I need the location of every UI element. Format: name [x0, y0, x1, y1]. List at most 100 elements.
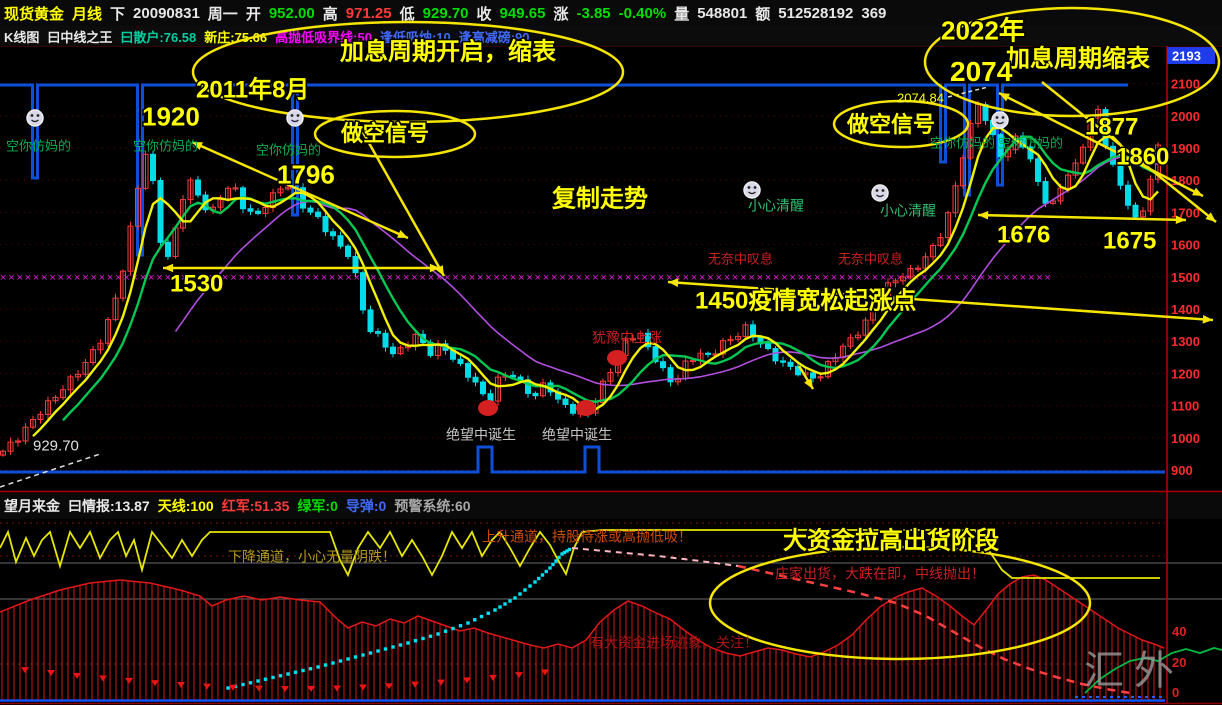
- axis-tick-label: 2000: [1171, 109, 1200, 124]
- annotation-label: 复制走势: [551, 186, 648, 213]
- sub-indicator-bar-item[interactable]: 天线:100: [157, 498, 214, 514]
- axis-tick-label: 1900: [1171, 141, 1200, 156]
- annotation-label: 2074: [950, 56, 1013, 87]
- annotation-ellipses: [191, 6, 1221, 661]
- candles-group: [0, 100, 1161, 457]
- axis-tick-label: 2100: [1171, 77, 1200, 92]
- axis-tick-label: 900: [1171, 463, 1193, 478]
- sub-indicator-bar-item[interactable]: 预警系统:60: [394, 498, 471, 514]
- title-bar-item: 929.70: [422, 4, 469, 22]
- indicator-bar: K线图 曰中线之王 曰散户:76.58 新庄:75.66 高抛低吸界线:50 逢低吸纳:1…: [0, 26, 1222, 47]
- blue-signal-lines: [0, 83, 1165, 474]
- annotation-label: 2011年8月: [196, 76, 309, 104]
- annotation-label: 庄家出货，大跌在即，中线抛出！: [775, 566, 985, 582]
- annotation-arrow: [191, 140, 409, 240]
- annotation-ellipse: [313, 109, 477, 159]
- sub-histogram: [0, 574, 1165, 700]
- annotation-label: 小心清醒: [748, 198, 804, 214]
- title-bar-item: -3.85: [576, 4, 611, 22]
- magenta-x-level-line: ××××××××××××××××××××××××××××××××××××××××…: [0, 272, 1053, 284]
- sub-indicator-bar-item[interactable]: 曰情报:13.87: [68, 498, 150, 514]
- indicator-bar-item[interactable]: 逢高减磅:90: [458, 29, 530, 45]
- title-bar-item: 971.25: [345, 4, 392, 22]
- annotation-label: 上升通道，持股待涨或高抛低吸！: [482, 529, 692, 545]
- annotation-label: 有大资金进场迹象，关注！: [590, 635, 758, 651]
- title-bar-item: 涨: [553, 5, 569, 23]
- sub-indicator-bar: 望月来金 曰情报:13.87 天线:100 红军:51.35 绿军:0 导弹:0 预警系统:…: [0, 493, 1222, 519]
- price-axis: 2100200019001800170016001500140013001200…: [1167, 47, 1215, 478]
- sub-axis-tick-label: 0: [1172, 685, 1179, 700]
- title-bar-item: 高: [322, 5, 338, 23]
- watermark: 汇外网: [1084, 649, 1184, 693]
- annotation-label: 做空信号: [846, 112, 935, 137]
- annotation-label: 大资金拉高出货阶段: [783, 527, 999, 555]
- axis-tick-label: 1300: [1171, 334, 1200, 349]
- annotation-label: 929.70: [33, 438, 79, 455]
- annotation-label: 1877: [1085, 114, 1138, 141]
- smiley-icon: [991, 111, 1009, 129]
- annotation-label: 1450疫情宽松起涨点: [695, 287, 916, 315]
- annotation-arrow: [354, 119, 446, 277]
- title-bar-item: 低: [399, 5, 415, 23]
- smiley-icon: [743, 181, 761, 199]
- axis-tick-label: 1000: [1171, 431, 1200, 446]
- title-bar-item: 下: [110, 5, 126, 23]
- annotation-ellipse: [708, 545, 1092, 661]
- sub-indicator-bar-item[interactable]: 望月来金: [4, 498, 60, 514]
- indicator-bar-item[interactable]: K线图: [4, 29, 40, 45]
- indicator-bar-item[interactable]: 新庄:75.66: [204, 29, 268, 45]
- annotation-label: 无奈中叹息: [708, 252, 773, 267]
- title-bar-item: 额: [755, 5, 771, 23]
- annotation-label: 2074.84: [897, 91, 944, 106]
- annotation-label: 做空信号: [340, 121, 429, 146]
- annotation-label: 1920: [142, 101, 200, 131]
- indicator-bar-item[interactable]: 高抛低吸界线:50: [275, 29, 372, 45]
- sub-lines: 40 20 0: [0, 529, 1222, 700]
- indicator-bar-item[interactable]: 曰中线之王: [47, 29, 113, 45]
- indicator-bar-item[interactable]: 逢低吸纳:10: [379, 29, 451, 45]
- x-row: ××××××××××××××××××××××××××××××××××××××××…: [0, 272, 1053, 284]
- last-price-badge-label: 2193: [1172, 49, 1201, 64]
- annotation-arrow: [977, 213, 1187, 222]
- title-bar-item: 949.65: [499, 4, 546, 22]
- sub-indicator-bar-item[interactable]: 红军:51.35: [221, 498, 290, 514]
- buy-signal-dot: [478, 400, 498, 416]
- axis-tick-label: 1500: [1171, 270, 1200, 285]
- annotation-label: 空你仿妈的: [998, 136, 1063, 151]
- annotation-label: 空你仿妈的: [930, 136, 995, 151]
- sub-indicator-bar-item[interactable]: 绿军:0: [297, 498, 338, 514]
- annotation-arrow: [1041, 81, 1217, 223]
- annotation-label: 下降通道，小心无量阴跌！: [228, 549, 396, 565]
- title-bar-item: 月线: [72, 5, 103, 23]
- last-price-badge: [1167, 47, 1215, 64]
- axis-tick-label: 1700: [1171, 205, 1200, 220]
- title-bar-item: 20090831: [133, 4, 200, 22]
- buy-signal-dot: [607, 350, 627, 366]
- title-bar-item: 周一: [207, 5, 238, 23]
- title-bar-item: 现货黄金: [4, 5, 65, 23]
- title-bar: 现货黄金 月线下 20090831 周一开 952.00 高 971.25 低 929.70 收 9…: [0, 0, 1222, 27]
- smiley-icon: [26, 109, 44, 127]
- smiley-icon: [286, 109, 304, 127]
- annotation-label: 1860: [1116, 144, 1169, 171]
- title-bar-item: 收: [476, 5, 492, 23]
- annotation-label: 小心清醒: [880, 203, 936, 219]
- smiley-icon: [871, 184, 889, 202]
- axis-tick-label: 1200: [1171, 366, 1200, 381]
- signal-markers: [26, 109, 1009, 416]
- axis-tick-label: 1400: [1171, 302, 1200, 317]
- annotation-labels: 加息周期开启，缩表2011年8月1920做空信号17961530复制走势1450…: [6, 14, 1171, 651]
- annotation-arrow: [667, 280, 1214, 322]
- title-bar-item: -0.40%: [618, 4, 667, 22]
- title-bar-item: 512528192: [778, 4, 854, 22]
- annotation-label: 加息周期开启，缩表: [340, 38, 557, 66]
- annotation-label: 1676: [997, 222, 1050, 249]
- title-bar-item: 952.00: [268, 4, 315, 22]
- annotation-ellipse: [191, 20, 625, 124]
- indicator-bar-item[interactable]: 曰散户:76.58: [120, 29, 197, 45]
- sub-indicator-bar-item[interactable]: 导弹:0: [345, 498, 387, 514]
- axis-tick-label: 1100: [1171, 399, 1199, 414]
- annotation-label: 加息周期缩表: [1006, 45, 1151, 73]
